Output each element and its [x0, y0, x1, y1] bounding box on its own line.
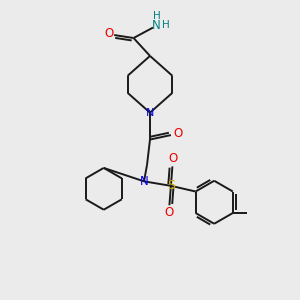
- Text: N: N: [146, 108, 154, 118]
- Text: O: O: [168, 152, 178, 166]
- Text: N: N: [140, 175, 148, 188]
- Text: O: O: [164, 206, 173, 219]
- Text: H: H: [153, 11, 160, 21]
- Text: S: S: [167, 179, 175, 192]
- Text: O: O: [174, 127, 183, 140]
- Text: O: O: [104, 27, 113, 40]
- Text: N: N: [152, 19, 161, 32]
- Text: H: H: [162, 20, 170, 30]
